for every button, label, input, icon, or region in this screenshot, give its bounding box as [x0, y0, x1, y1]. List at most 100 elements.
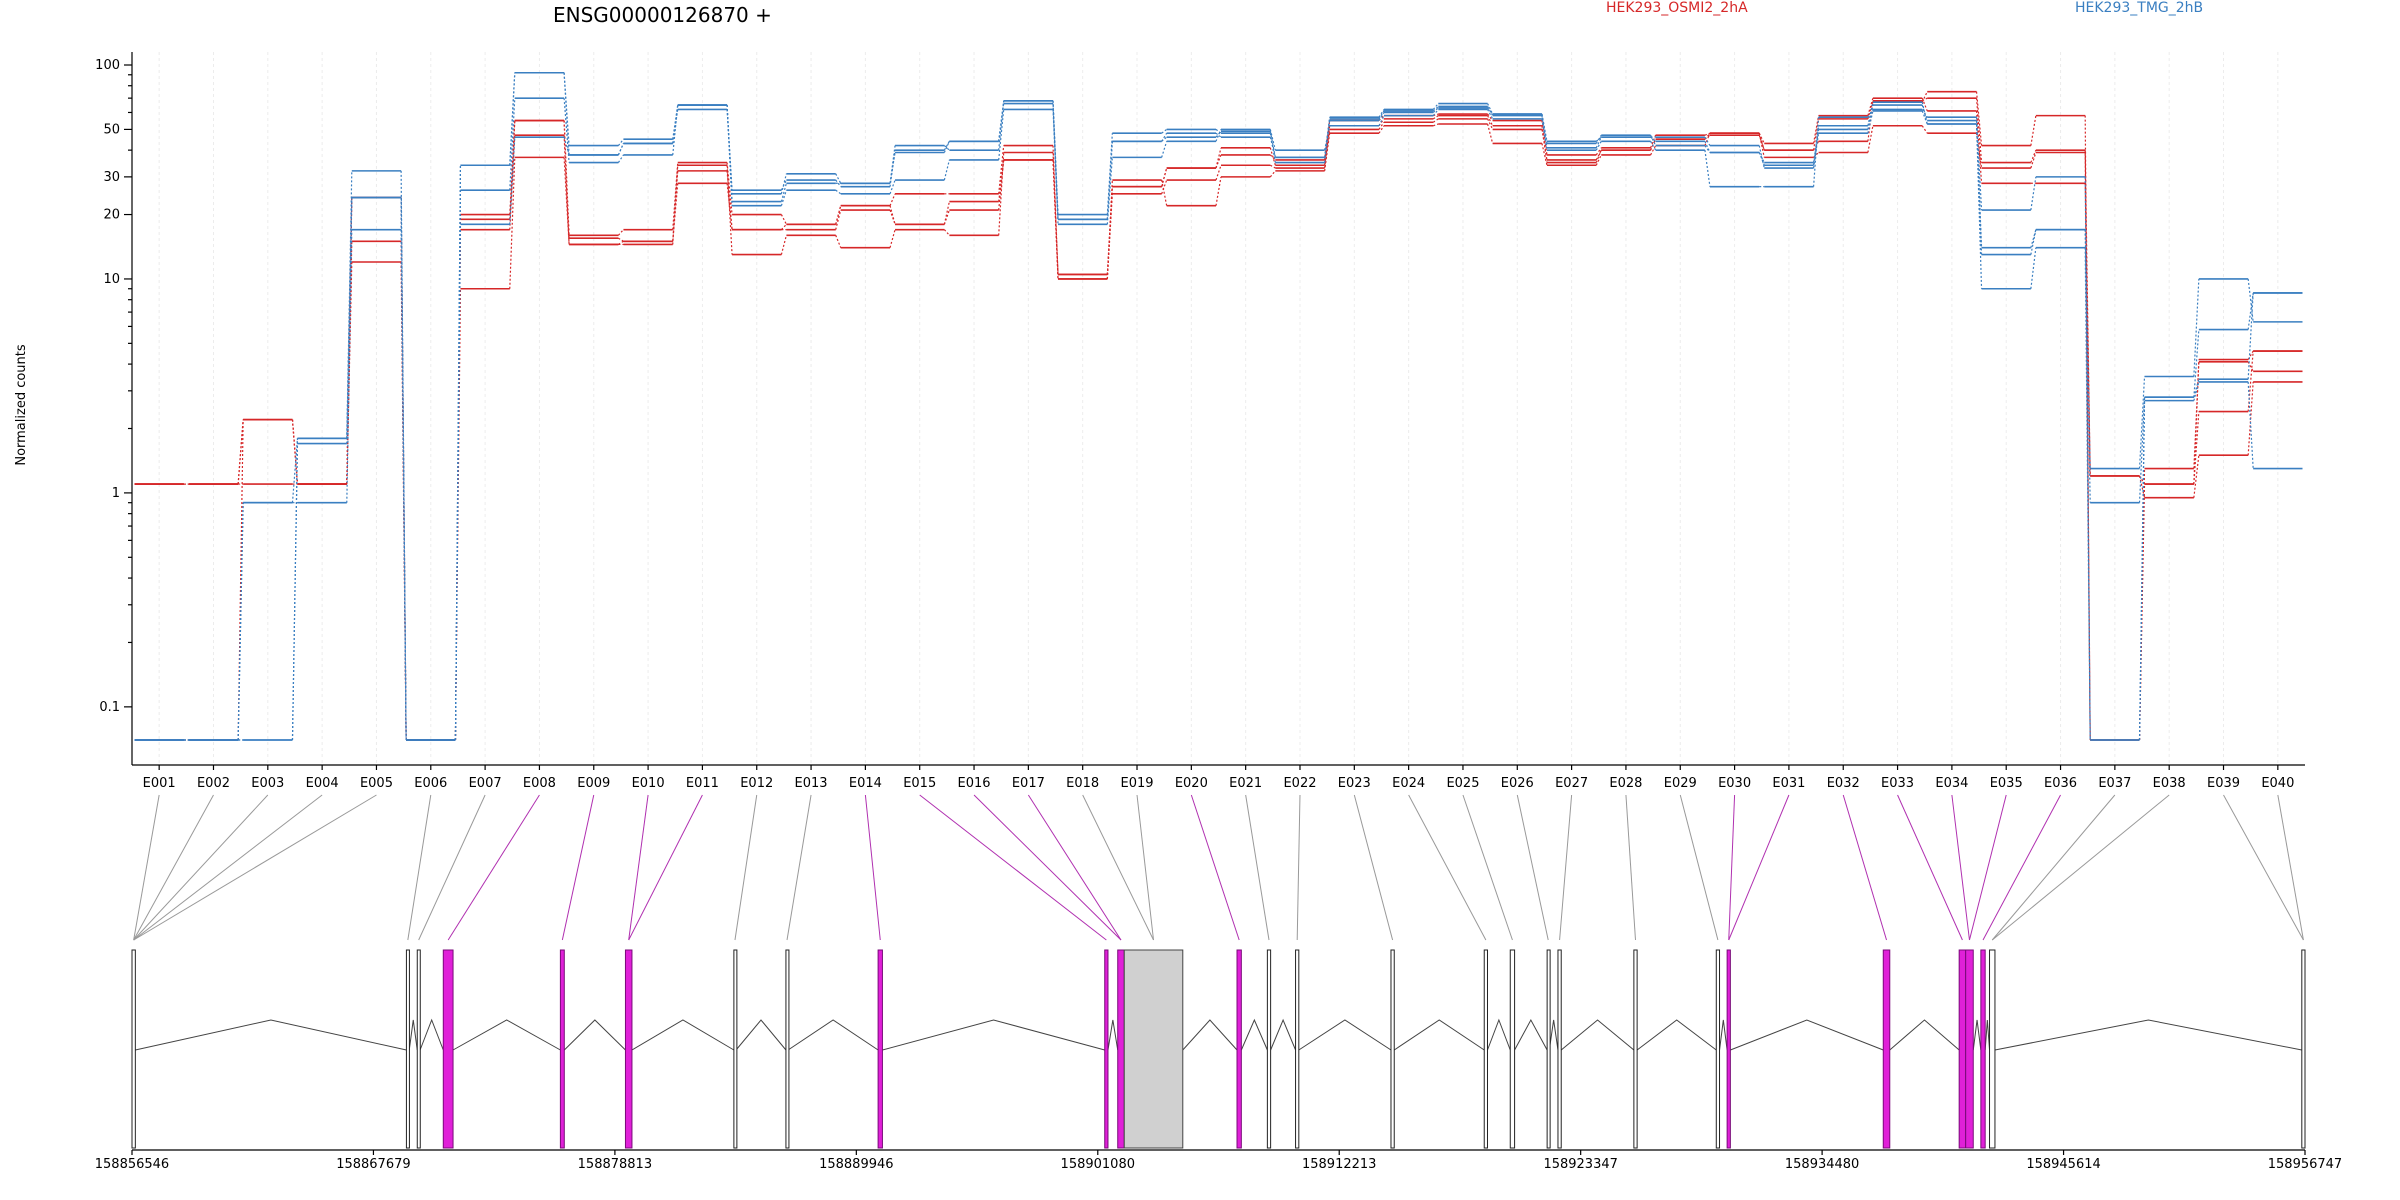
exon-connector: [2277, 794, 2304, 941]
data-transition: [1378, 109, 1385, 118]
exon-connector: [133, 794, 160, 941]
data-transition: [2030, 229, 2037, 248]
x-tick-label: E018: [1066, 776, 1099, 791]
data-transition: [998, 145, 1005, 194]
data-transition: [1378, 115, 1385, 127]
exon-box: [1509, 949, 1516, 1149]
data-transition: [2193, 381, 2200, 401]
data-transition: [1487, 113, 1494, 121]
x-tick-label: E019: [1120, 776, 1153, 791]
data-transition: [1975, 91, 1983, 146]
data-transition: [943, 159, 950, 181]
exon-connector: [1991, 794, 2116, 941]
data-transition: [2030, 176, 2037, 211]
data-transition: [1161, 167, 1168, 187]
exon-connector: [418, 794, 486, 941]
intron-line: [1636, 1019, 1717, 1051]
data-transition: [1867, 97, 1874, 116]
x-tick-label: E035: [1990, 776, 2023, 791]
exon-box: [624, 949, 633, 1149]
data-transition: [1595, 134, 1602, 144]
x-tick-label: E020: [1175, 776, 1208, 791]
data-transition: [835, 189, 842, 195]
x-tick-label: E017: [1012, 776, 1045, 791]
data-transition: [943, 209, 950, 225]
x-tick-label: E027: [1555, 776, 1588, 791]
series-layer: [134, 71, 2303, 741]
exon-connector: [786, 794, 812, 941]
data-transition: [1487, 106, 1494, 116]
data-transition: [1432, 107, 1439, 113]
data-transition: [1215, 130, 1222, 138]
exon-connector: [628, 794, 703, 941]
exon-box: [1980, 949, 1986, 1149]
exon-connector: [1245, 794, 1270, 941]
intron-line: [1487, 1018, 1511, 1051]
data-transition: [1215, 165, 1222, 181]
data-transition: [2030, 229, 2037, 255]
x-tick-label: E033: [1881, 776, 1914, 791]
data-transition: [1378, 112, 1385, 121]
data-transition: [563, 72, 570, 155]
data-transition: [1215, 154, 1222, 169]
exon-box: [442, 949, 454, 1149]
data-transition: [346, 197, 353, 439]
data-transition: [672, 165, 679, 245]
data-transition: [1541, 113, 1548, 144]
exon-box: [1483, 949, 1488, 1149]
data-transition: [1215, 147, 1222, 169]
intron-line: [1719, 1019, 1728, 1051]
intron-line: [1240, 1018, 1268, 1051]
data-transition: [1432, 109, 1439, 116]
x-tick-label: E013: [795, 776, 828, 791]
genome-tick-label: 158923347: [1543, 1157, 1617, 1172]
data-transition: [1432, 106, 1439, 112]
y-tick-label: 10: [103, 272, 120, 287]
x-tick-label: E034: [1935, 776, 1968, 791]
data-transition: [346, 197, 353, 444]
data-transition: [1758, 133, 1765, 151]
x-tick-label: E004: [306, 776, 339, 791]
genome-tick-label: 158867679: [336, 1157, 410, 1172]
y-tick-label: 0.1: [99, 700, 120, 715]
x-tick-label: E026: [1501, 776, 1534, 791]
data-transition: [1595, 140, 1602, 151]
genome-tick-label: 158956747: [2268, 1157, 2342, 1172]
data-transition: [2030, 247, 2037, 289]
data-transition: [672, 104, 679, 144]
genome-tick-label: 158901080: [1061, 1157, 1135, 1172]
data-transition: [1324, 125, 1331, 169]
exon-connector: [734, 794, 758, 941]
exon-box: [1390, 949, 1395, 1149]
data-transition: [726, 162, 733, 215]
axes: 0.1 1 10 20 30 50 100 E001 E002 E003 E004 E005 E006 E…: [95, 52, 2305, 791]
intron-line: [408, 1019, 418, 1051]
data-transition: [1215, 129, 1222, 142]
y-tick-label: 20: [103, 208, 120, 223]
data-transition: [780, 223, 787, 231]
intron-line: [1548, 1019, 1559, 1051]
x-tick-label: E009: [577, 776, 610, 791]
data-transition: [2030, 115, 2037, 146]
x-tick-label: E005: [360, 776, 393, 791]
x-tick-label: E010: [632, 776, 665, 791]
x-tick-label: E015: [903, 776, 936, 791]
data-transition: [780, 173, 787, 194]
intron-line: [1994, 1019, 2302, 1051]
data-transition: [1921, 125, 1928, 134]
exon-connector: [1136, 794, 1155, 941]
x-tick-label: E031: [1772, 776, 1805, 791]
data-transition: [2193, 329, 2200, 398]
data-transition: [1812, 115, 1820, 144]
data-transition: [1215, 128, 1222, 134]
x-tick-label: E014: [849, 776, 882, 791]
exon-box: [1726, 949, 1731, 1149]
y-axis-label: Normalized counts: [14, 344, 29, 466]
exon-connector: [919, 794, 1107, 941]
exon-connector: [2223, 794, 2304, 941]
data-transition: [1432, 118, 1439, 123]
data-transition: [1433, 123, 1439, 127]
data-transition: [2193, 379, 2200, 398]
data-transition: [2138, 397, 2146, 503]
data-transition: [726, 170, 733, 230]
